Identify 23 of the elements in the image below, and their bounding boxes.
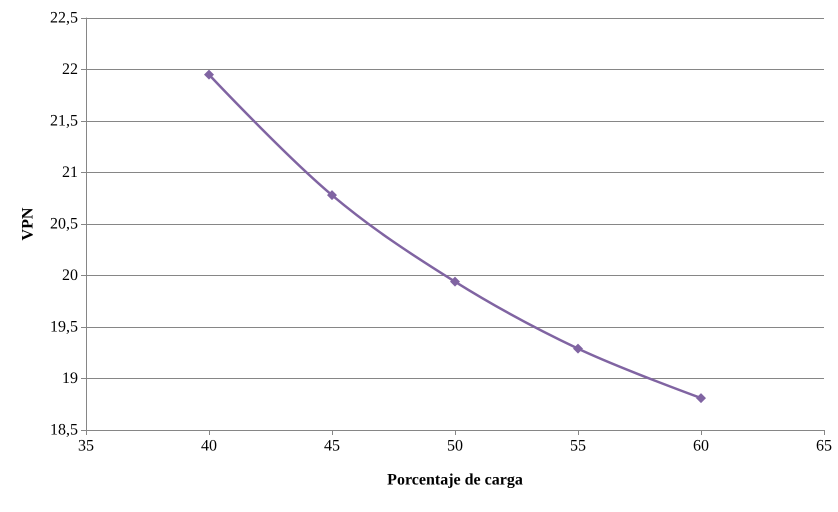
point	[696, 393, 706, 404]
x-tick-label: 40	[201, 438, 217, 454]
y-axis-title: VPN	[20, 207, 36, 240]
y-tick-label: 19	[62, 370, 78, 387]
y-tick-label: 20	[62, 267, 78, 284]
y-tick-label: 22	[62, 61, 78, 78]
y-tick-label: 22,5	[50, 10, 78, 26]
x-tick-label: 35	[78, 438, 94, 454]
x-tick-label: 55	[570, 438, 586, 454]
y-tick-label: 20,5	[50, 216, 78, 232]
x-tick-label: 60	[693, 438, 709, 454]
point	[573, 344, 583, 354]
point	[450, 276, 460, 287]
x-tick-label: 65	[816, 438, 832, 454]
y-tick-label: 21,5	[50, 112, 78, 130]
point	[327, 190, 337, 200]
y-tick-label: 18,5	[50, 422, 78, 438]
x-tick-label: 45	[324, 438, 340, 454]
x-tick-label: 50	[447, 438, 463, 454]
x-axis-title: Porcentaje de carga	[387, 472, 523, 488]
point	[204, 70, 214, 80]
y-tick-label: 21	[62, 164, 78, 181]
y-tick-label: 19,5	[50, 318, 78, 336]
